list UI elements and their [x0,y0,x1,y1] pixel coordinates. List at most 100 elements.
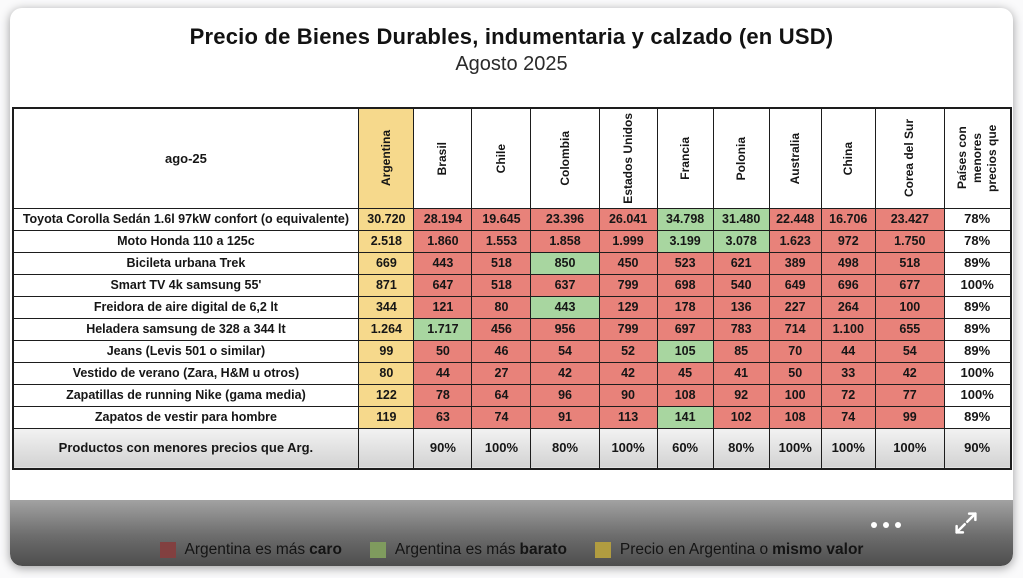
bottom-overlay-bar: Argentina es más caro Argentina es más b… [10,500,1013,566]
country-header-chile: Chile [471,107,532,209]
summary-cell: 100% [598,427,658,470]
price-cell: 100 [874,295,945,319]
pct-cell: 89% [943,251,1012,275]
country-header-label: Australia [787,132,802,184]
price-cell: 783 [712,317,770,341]
pct-cell: 100% [943,273,1012,297]
price-cell: 1.717 [413,317,473,341]
dot-icon [871,522,877,528]
price-cell: 78 [413,383,473,407]
price-cell: 42 [874,361,945,385]
legend-item-mismo: Precio en Argentina o mismo valor [594,541,863,559]
legend-swatch-mismo [594,542,611,558]
price-cell: 80 [471,295,532,319]
product-label: Zapatillas de running Nike (gama media) [11,383,360,407]
price-cell: 121 [413,295,473,319]
price-cell: 178 [656,295,714,319]
price-cell-argentina: 2.518 [358,229,415,253]
price-cell: 34.798 [656,207,714,231]
price-cell: 518 [471,273,532,297]
price-cell: 63 [413,405,473,429]
product-label: Smart TV 4k samsung 55' [11,273,360,297]
price-cell: 518 [471,251,532,275]
country-header-label: Corea del Sur [902,119,917,198]
product-row: Heladera samsung de 328 a 344 lt 1.264 1.7… [11,317,1012,341]
pct-cell: 100% [943,383,1012,407]
legend-item-barato: Argentina es más barato [369,541,567,559]
price-cell-argentina: 122 [358,383,415,407]
summary-cell: 100% [471,427,532,470]
country-header-polonia: Polonia [712,107,770,209]
price-cell: 850 [530,251,600,275]
viewer-card: Precio de Bienes Durables, indumentaria … [10,8,1013,566]
country-header-label: Colombia [557,130,572,186]
pct-cell: 100% [943,361,1012,385]
legend-swatch-caro [159,542,176,558]
pct-cell: 89% [943,295,1012,319]
price-cell: 28.194 [413,207,473,231]
price-cell: 50 [768,361,822,385]
product-row: Moto Honda 110 a 125c 2.518 1.860 1.553 1.85… [11,229,1012,253]
summary-cell: 90% [413,427,473,470]
price-cell: 637 [530,273,600,297]
country-header-label: Francia [677,136,692,180]
price-cell: 443 [530,295,600,319]
price-cell: 714 [768,317,822,341]
price-cell: 621 [712,251,770,275]
price-cell: 27 [471,361,532,385]
product-label: Zapatos de vestir para hombre [11,405,360,429]
pct-cell: 78% [943,229,1012,253]
price-cell: 41 [712,361,770,385]
country-header-brasil: Brasil [413,107,473,209]
price-cell: 456 [471,317,532,341]
price-cell: 99 [874,405,945,429]
price-cell: 74 [471,405,532,429]
country-header-colombia: Colombia [530,107,600,209]
legend-label-bold: barato [519,541,567,558]
country-header-label: Estados Unidos [620,112,635,204]
price-cell: 54 [530,339,600,363]
price-cell: 1.999 [598,229,658,253]
price-cell: 92 [712,383,770,407]
price-cell: 72 [820,383,876,407]
legend-swatch-barato [369,542,386,558]
product-row: Zapatos de vestir para hombre 119 63 74 91 11… [11,405,1012,429]
price-cell: 443 [413,251,473,275]
country-header-china: China [820,107,876,209]
country-header-argentina: Argentina [358,107,415,209]
country-header-label: Argentina [378,130,393,187]
pct-cell: 78% [943,207,1012,231]
price-cell: 450 [598,251,658,275]
product-row: Smart TV 4k samsung 55' 871 647 518 637 799 69… [11,273,1012,297]
price-cell: 227 [768,295,822,319]
price-cell: 16.706 [820,207,876,231]
price-cell-argentina: 1.264 [358,317,415,341]
product-row: Bicileta urbana Trek 669 443 518 850 450 523 62… [11,251,1012,275]
pct-column-header-label: Países con menores precios que [954,124,999,192]
product-row: Jeans (Levis 501 o similar) 99 50 46 54 52 105… [11,339,1012,363]
legend: Argentina es más caro Argentina es más b… [10,541,1013,559]
price-cell: 129 [598,295,658,319]
dot-icon [883,522,889,528]
price-cell: 77 [874,383,945,407]
price-cell: 42 [530,361,600,385]
country-header-label: Chile [493,143,508,173]
price-cell: 23.427 [874,207,945,231]
price-cell: 22.448 [768,207,822,231]
product-label: Heladera samsung de 328 a 344 lt [11,317,360,341]
expand-arrows-icon [955,512,977,534]
price-cell: 677 [874,273,945,297]
more-options-button[interactable] [867,518,905,532]
corner-label: ago-25 [11,107,360,209]
price-cell: 96 [530,383,600,407]
summary-label: Productos con menores precios que Arg. [11,427,360,470]
price-cell: 19.645 [471,207,532,231]
expand-fullscreen-button[interactable] [951,508,981,538]
price-cell: 113 [598,405,658,429]
price-cell-argentina: 871 [358,273,415,297]
price-cell-argentina: 344 [358,295,415,319]
country-header-label: Polonia [733,136,748,180]
price-cell: 105 [656,339,714,363]
legend-label: Argentina es más [184,541,306,558]
country-header-australia: Australia [768,107,822,209]
